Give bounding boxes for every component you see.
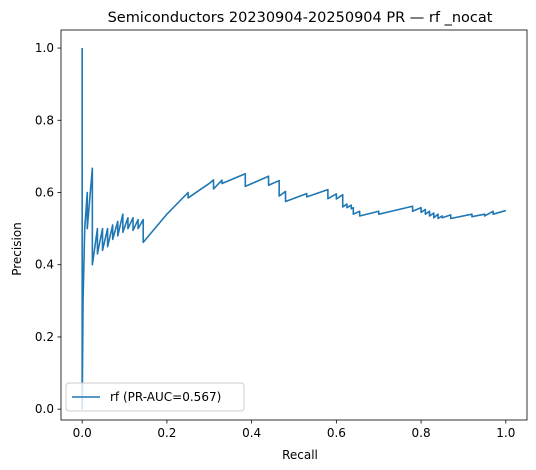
legend-label: rf (PR-AUC=0.567): [110, 390, 221, 404]
legend-box: [65, 382, 245, 412]
x-tick-label: 0.2: [157, 426, 176, 440]
y-tick-label: 0.6: [35, 186, 54, 200]
chart-title: Semiconductors 20230904-20250904 PR — rf…: [108, 10, 493, 26]
x-tick-label: 0.6: [327, 426, 346, 440]
plot-area: 0.0 0.2 0.4 0.6 0.8 1.0 0.0 0.2 0.4 0.6 0.8 1.0 rf (…: [35, 29, 528, 440]
y-axis-label: Precision: [10, 222, 24, 276]
y-tick-label: 0.0: [35, 402, 54, 416]
x-tick-label: 1.0: [496, 426, 515, 440]
x-axis-label: Recall: [282, 448, 318, 462]
axes-frame: [60, 29, 528, 421]
x-tick-label: 0.8: [412, 426, 431, 440]
legend: rf (PR-AUC=0.567): [65, 382, 245, 412]
y-tick-label: 0.4: [35, 258, 54, 272]
x-tick-label: 0.4: [242, 426, 261, 440]
x-tick-label: 0.0: [73, 426, 92, 440]
y-tick-label: 0.2: [35, 330, 54, 344]
y-tick-label: 0.8: [35, 113, 54, 127]
series-line-0: [81, 48, 507, 410]
y-tick-label: 1.0: [35, 41, 54, 55]
